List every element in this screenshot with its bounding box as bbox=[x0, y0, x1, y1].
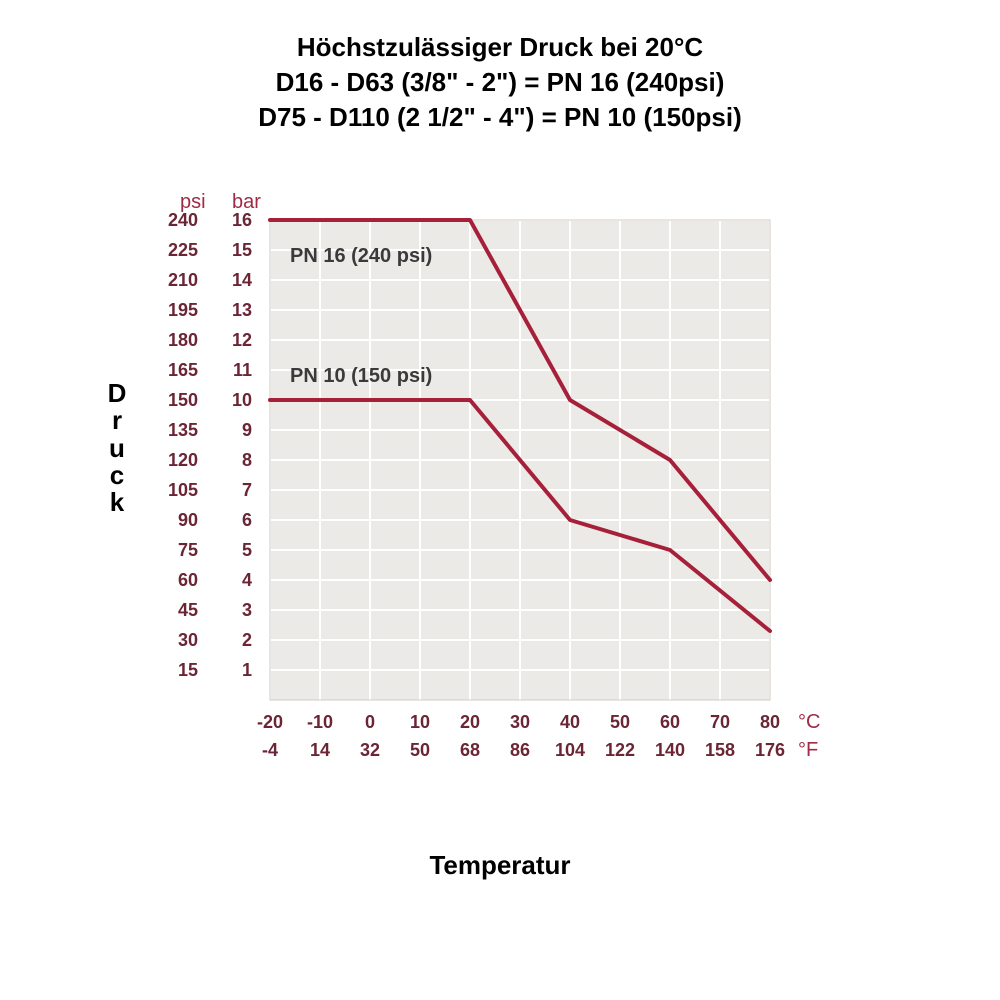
svg-text:60: 60 bbox=[178, 570, 198, 590]
svg-text:1: 1 bbox=[242, 660, 252, 680]
svg-text:PN 16 (240 psi): PN 16 (240 psi) bbox=[290, 245, 432, 267]
pressure-temperature-chart: 1513024536047559061057120813591501016511… bbox=[160, 180, 880, 820]
x-axis-title: Temperatur bbox=[0, 850, 1000, 881]
chart-svg: 1513024536047559061057120813591501016511… bbox=[160, 180, 880, 820]
svg-text:0: 0 bbox=[365, 712, 375, 732]
svg-text:-10: -10 bbox=[307, 712, 333, 732]
svg-text:14: 14 bbox=[232, 270, 252, 290]
svg-text:68: 68 bbox=[460, 740, 480, 760]
svg-text:7: 7 bbox=[242, 480, 252, 500]
svg-text:14: 14 bbox=[310, 740, 330, 760]
svg-text:122: 122 bbox=[605, 740, 635, 760]
svg-text:psi: psi bbox=[180, 191, 206, 213]
svg-text:225: 225 bbox=[168, 240, 198, 260]
svg-text:90: 90 bbox=[178, 510, 198, 530]
svg-text:210: 210 bbox=[168, 270, 198, 290]
svg-text:PN 10 (150 psi): PN 10 (150 psi) bbox=[290, 365, 432, 387]
svg-text:12: 12 bbox=[232, 330, 252, 350]
svg-text:165: 165 bbox=[168, 360, 198, 380]
svg-text:2: 2 bbox=[242, 630, 252, 650]
svg-text:bar: bar bbox=[232, 191, 261, 213]
chart-title: Höchstzulässiger Druck bei 20°C D16 - D6… bbox=[0, 30, 1000, 135]
title-line1: Höchstzulässiger Druck bei 20°C bbox=[0, 30, 1000, 65]
svg-text:16: 16 bbox=[232, 210, 252, 230]
svg-text:240: 240 bbox=[168, 210, 198, 230]
svg-text:-20: -20 bbox=[257, 712, 283, 732]
svg-text:15: 15 bbox=[178, 660, 198, 680]
svg-text:80: 80 bbox=[760, 712, 780, 732]
svg-text:10: 10 bbox=[232, 390, 252, 410]
svg-text:3: 3 bbox=[242, 600, 252, 620]
y-axis-title: Druck bbox=[105, 380, 129, 516]
svg-text:135: 135 bbox=[168, 420, 198, 440]
svg-text:105: 105 bbox=[168, 480, 198, 500]
svg-text:20: 20 bbox=[460, 712, 480, 732]
svg-text:10: 10 bbox=[410, 712, 430, 732]
svg-text:30: 30 bbox=[510, 712, 530, 732]
svg-text:32: 32 bbox=[360, 740, 380, 760]
svg-text:50: 50 bbox=[410, 740, 430, 760]
svg-text:15: 15 bbox=[232, 240, 252, 260]
svg-text:120: 120 bbox=[168, 450, 198, 470]
svg-text:8: 8 bbox=[242, 450, 252, 470]
svg-text:158: 158 bbox=[705, 740, 735, 760]
svg-text:45: 45 bbox=[178, 600, 198, 620]
svg-text:60: 60 bbox=[660, 712, 680, 732]
svg-text:°F: °F bbox=[798, 739, 818, 761]
svg-text:40: 40 bbox=[560, 712, 580, 732]
svg-text:5: 5 bbox=[242, 540, 252, 560]
svg-text:75: 75 bbox=[178, 540, 198, 560]
svg-text:4: 4 bbox=[242, 570, 252, 590]
svg-text:86: 86 bbox=[510, 740, 530, 760]
title-line2: D16 - D63 (3/8" - 2") = PN 16 (240psi) bbox=[0, 65, 1000, 100]
svg-text:13: 13 bbox=[232, 300, 252, 320]
svg-text:6: 6 bbox=[242, 510, 252, 530]
svg-text:180: 180 bbox=[168, 330, 198, 350]
svg-text:195: 195 bbox=[168, 300, 198, 320]
svg-text:140: 140 bbox=[655, 740, 685, 760]
svg-text:9: 9 bbox=[242, 420, 252, 440]
svg-text:176: 176 bbox=[755, 740, 785, 760]
svg-text:-4: -4 bbox=[262, 740, 278, 760]
svg-text:50: 50 bbox=[610, 712, 630, 732]
svg-text:104: 104 bbox=[555, 740, 585, 760]
svg-text:30: 30 bbox=[178, 630, 198, 650]
svg-text:70: 70 bbox=[710, 712, 730, 732]
title-line3: D75 - D110 (2 1/2" - 4") = PN 10 (150psi… bbox=[0, 100, 1000, 135]
svg-text:150: 150 bbox=[168, 390, 198, 410]
svg-text:°C: °C bbox=[798, 711, 820, 733]
svg-text:11: 11 bbox=[233, 360, 252, 380]
